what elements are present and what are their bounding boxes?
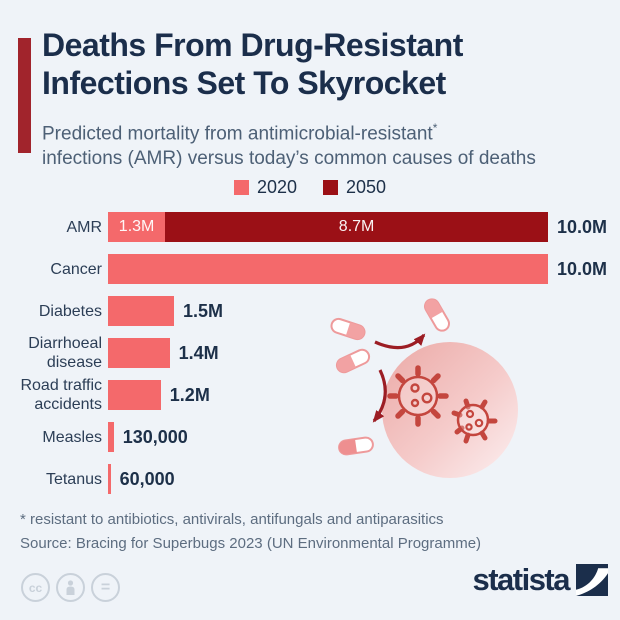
chart-row-diabetes: Diabetes 1.5M — [18, 290, 620, 332]
license-badges: cc = — [21, 573, 120, 602]
bar-2020 — [108, 380, 161, 410]
pill-icon-1 — [330, 317, 366, 341]
statista-logo-mark — [576, 564, 608, 596]
pill-icon-4 — [338, 436, 374, 456]
footnote: * resistant to antibiotics, antivirals, … — [20, 511, 444, 528]
category-label: Measles — [42, 428, 102, 446]
bar-value-2020: 1.3M — [118, 218, 155, 235]
legend-item-2050: 2050 — [323, 177, 386, 198]
bar-2020 — [108, 296, 174, 326]
legend-swatch-2020 — [233, 180, 249, 195]
bar-2050: 8.7M — [165, 212, 548, 242]
category-label: Road traffic accidents — [20, 377, 102, 413]
total-value: 10.0M — [557, 258, 608, 279]
cc-license-icon[interactable]: cc — [21, 573, 50, 602]
legend-label-2020: 2020 — [256, 177, 297, 197]
person-icon — [66, 580, 75, 595]
total-value: 10.0M — [556, 216, 608, 237]
total-value: 1.4M — [178, 342, 219, 363]
category-label: Diarrhoeal disease — [28, 335, 102, 371]
statista-logo[interactable]: statista — [472, 562, 608, 598]
bar-chart: AMR 1.3M 8.7M 10.0M Cancer 10.0M Diabete… — [18, 206, 620, 500]
bar-value-2050: 8.7M — [338, 218, 375, 235]
subtitle-line2: infections (AMR) versus today’s common c… — [42, 148, 536, 170]
attribution-person-icon[interactable] — [56, 573, 85, 602]
source-line: Source: Bracing for Superbugs 2023 (UN E… — [20, 535, 482, 552]
category-label: AMR — [66, 218, 102, 236]
statista-wordmark: statista — [472, 562, 570, 597]
virus-icon — [387, 365, 449, 427]
chart-row-road-traffic-accidents: Road traffic accidents 1.2M — [18, 374, 620, 416]
chart-legend: 2020 2050 — [0, 177, 620, 198]
virus-icon-small — [451, 398, 498, 444]
bar-2020 — [108, 464, 111, 494]
arrow-icon-up — [374, 333, 426, 350]
subtitle-line1: Predicted mortality from antimicrobial-r… — [42, 123, 433, 145]
pill-icon-3 — [424, 298, 450, 332]
bar-2020 — [108, 338, 170, 368]
total-value: 1.2M — [169, 384, 210, 405]
category-label: Diabetes — [38, 302, 102, 320]
subtitle-asterisk: * — [432, 121, 438, 135]
bar-2020 — [108, 254, 548, 284]
equals-license-icon[interactable]: = — [91, 573, 120, 602]
pill-icon-2 — [335, 348, 371, 374]
arrow-icon-down — [372, 369, 387, 423]
legend-item-2020: 2020 — [233, 177, 297, 198]
chart-row-cancer: Cancer 10.0M — [18, 248, 620, 290]
total-value: 130,000 — [122, 426, 188, 447]
total-value: 1.5M — [183, 300, 224, 321]
legend-label-2050: 2050 — [346, 177, 387, 197]
page-title: Deaths From Drug-Resistant Infections Se… — [42, 27, 463, 101]
bar-2020: 1.3M — [108, 212, 166, 242]
category-label: Cancer — [50, 260, 102, 278]
title-accent-bar — [18, 38, 31, 153]
page-subtitle: Predicted mortality from antimicrobial-r… — [42, 116, 607, 171]
bar-2020 — [108, 422, 114, 452]
superbug-illustration — [330, 298, 518, 478]
total-value: 60,000 — [119, 468, 175, 489]
category-label: Tetanus — [45, 470, 102, 488]
legend-swatch-2050 — [323, 180, 338, 195]
chart-row-measles: Measles 130,000 — [18, 416, 620, 458]
chart-row-tetanus: Tetanus 60,000 — [18, 458, 620, 500]
chart-row-diarrhoeal-disease: Diarrhoeal disease 1.4M — [18, 332, 620, 374]
chart-row-amr: AMR 1.3M 8.7M 10.0M — [18, 206, 620, 248]
